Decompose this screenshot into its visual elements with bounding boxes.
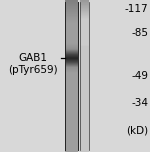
Text: (pTyr659): (pTyr659) — [8, 65, 58, 75]
Text: -34: -34 — [132, 98, 148, 108]
Text: (kD): (kD) — [126, 126, 148, 136]
Text: -117: -117 — [125, 4, 148, 14]
Text: -49: -49 — [132, 71, 148, 81]
Text: GAB1: GAB1 — [18, 53, 48, 63]
Text: -85: -85 — [132, 28, 148, 38]
